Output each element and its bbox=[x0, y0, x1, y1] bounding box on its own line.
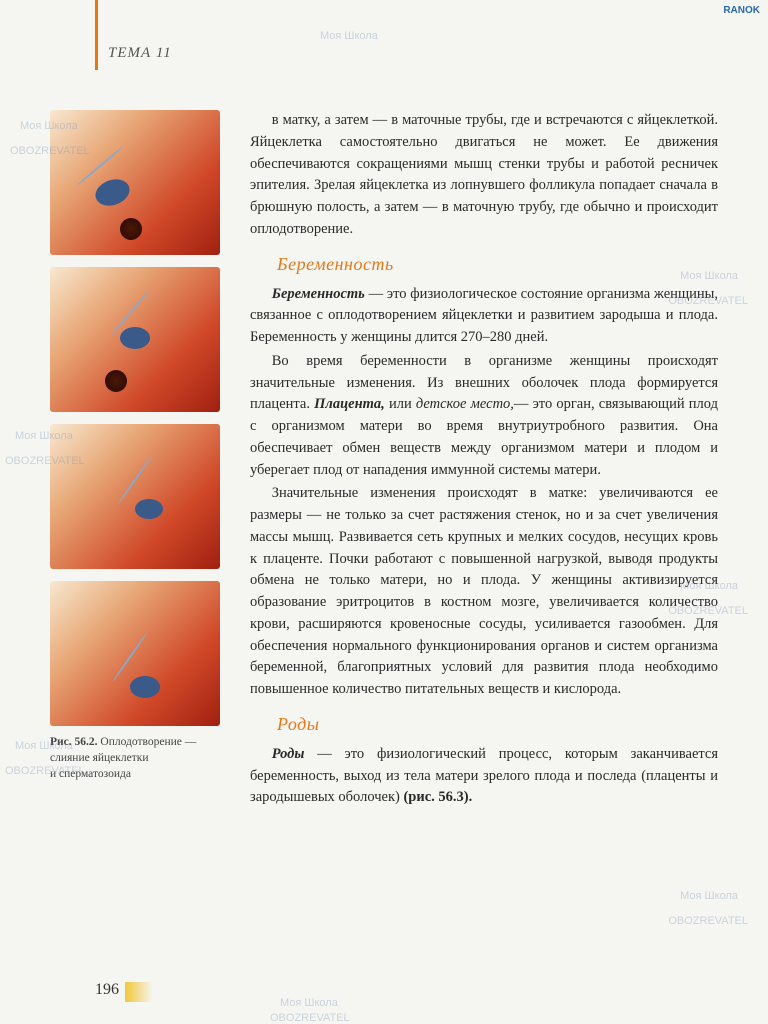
publisher-logo: RANOK bbox=[723, 5, 760, 16]
publisher-logo-text: RANOK bbox=[723, 5, 760, 16]
textbook-page: ТЕМА 11 RANOK Рис. 56.2. Оплодотворение … bbox=[0, 0, 768, 1024]
watermark: OBOZREVATEL bbox=[270, 1012, 350, 1024]
term-birth: Роды bbox=[272, 746, 305, 762]
heading-pregnancy: Беременность bbox=[277, 251, 718, 278]
content-columns: Рис. 56.2. Оплодотворение — слияние яйце… bbox=[50, 110, 718, 811]
figure-caption: Рис. 56.2. Оплодотворение — слияние яйце… bbox=[50, 734, 230, 782]
watermark: OBOZREVATEL bbox=[668, 915, 748, 927]
text-column: в матку, а затем — в маточные трубы, где… bbox=[250, 110, 718, 811]
fertilization-figure-1 bbox=[50, 110, 220, 255]
watermark: Моя Школа bbox=[680, 890, 738, 902]
para3-mid: или bbox=[385, 396, 416, 412]
watermark: Моя Школа bbox=[280, 997, 338, 1009]
term-childplace: детское место, bbox=[416, 396, 514, 412]
watermark: Моя Школа bbox=[320, 30, 378, 42]
paragraph-birth-def: Роды — это физиологический процесс, кото… bbox=[250, 744, 718, 809]
fertilization-figure-4 bbox=[50, 581, 220, 726]
paragraph-intro: в матку, а затем — в маточные трубы, где… bbox=[250, 110, 718, 241]
theme-label: ТЕМА 11 bbox=[108, 45, 172, 62]
heading-birth: Роды bbox=[277, 711, 718, 738]
term-pregnancy: Беременность bbox=[272, 286, 365, 302]
paragraph-placenta: Во время беременности в организме женщин… bbox=[250, 351, 718, 482]
figure-caption-line2: слияние яйцеклетки bbox=[50, 752, 148, 764]
para5-rest: — это физиологический процесс, которым з… bbox=[250, 746, 718, 806]
page-number: 196 bbox=[95, 981, 119, 999]
figure-label: Рис. 56.2. bbox=[50, 736, 98, 748]
paragraph-changes: Значительные изменения происходят в матк… bbox=[250, 483, 718, 701]
fertilization-figure-3 bbox=[50, 424, 220, 569]
paragraph-pregnancy-def: Беременность — это физиологическое состо… bbox=[250, 284, 718, 349]
figure-column: Рис. 56.2. Оплодотворение — слияние яйце… bbox=[50, 110, 230, 811]
figure-caption-line3: и сперматозоида bbox=[50, 768, 131, 780]
page-number-accent bbox=[125, 982, 153, 1002]
header-accent-bar bbox=[95, 0, 98, 70]
figure-stack bbox=[50, 110, 230, 726]
term-placenta: Плацента, bbox=[314, 396, 385, 412]
figure-reference: (рис. 56.3). bbox=[403, 789, 472, 805]
figure-caption-line1: Оплодотворение — bbox=[100, 736, 196, 748]
fertilization-figure-2 bbox=[50, 267, 220, 412]
